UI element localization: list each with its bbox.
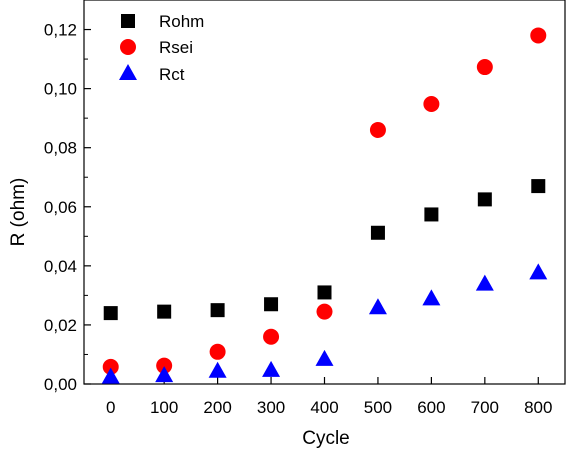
x-tick-label: 400 xyxy=(310,398,338,417)
y-tick-label: 0,02 xyxy=(44,316,77,335)
data-point-rsei xyxy=(156,357,173,374)
plot-frame xyxy=(83,0,566,385)
y-tick-label: 0,04 xyxy=(44,257,77,276)
y-axis-label: R (ohm) xyxy=(8,178,29,247)
data-point-rct xyxy=(155,366,174,383)
data-point-rct xyxy=(262,360,281,377)
data-point-rct xyxy=(101,367,120,384)
legend: Rohm Rsei Rct xyxy=(119,12,204,84)
y-axis-ticks: 0,00 0,02 0,04 0,06 0,08 0,10 0,12 xyxy=(44,21,91,394)
y-tick-label: 0,00 xyxy=(44,375,77,394)
data-point-rohm xyxy=(531,179,546,194)
y-tick-label: 0,12 xyxy=(44,21,77,40)
x-tick-label: 0 xyxy=(106,398,115,417)
data-point-rohm xyxy=(317,285,332,300)
data-point-rsei xyxy=(369,121,386,138)
y-tick-label: 0,10 xyxy=(44,80,77,99)
x-tick-label: 800 xyxy=(524,398,552,417)
legend-label-rohm: Rohm xyxy=(159,12,204,31)
data-point-rsei xyxy=(423,95,440,112)
data-point-rct xyxy=(315,349,334,366)
x-tick-label: 100 xyxy=(150,398,178,417)
data-point-rohm xyxy=(157,304,172,319)
data-point-rohm xyxy=(477,192,492,207)
data-point-rct xyxy=(422,289,441,306)
legend-label-rsei: Rsei xyxy=(159,38,193,57)
data-point-rsei xyxy=(316,303,333,320)
data-point-rsei xyxy=(530,27,547,44)
data-point-rohm xyxy=(103,306,118,321)
data-point-rct xyxy=(368,298,387,315)
x-axis-ticks: 0 100 200 300 400 500 600 700 800 xyxy=(106,377,552,417)
data-point-rsei xyxy=(209,343,226,360)
data-point-rohm xyxy=(264,297,279,312)
legend-label-rct: Rct xyxy=(159,65,185,84)
x-tick-label: 500 xyxy=(364,398,392,417)
x-tick-label: 700 xyxy=(471,398,499,417)
data-points xyxy=(101,27,548,384)
x-tick-label: 300 xyxy=(257,398,285,417)
data-point-rsei xyxy=(102,358,119,375)
data-point-rohm xyxy=(370,225,385,240)
x-axis-label: Cycle xyxy=(302,428,350,449)
data-point-rct xyxy=(208,361,227,378)
y-tick-label: 0,06 xyxy=(44,198,77,217)
data-point-rsei xyxy=(476,59,493,76)
legend-marker-rct xyxy=(119,64,137,80)
legend-marker-rsei xyxy=(120,39,136,55)
data-point-rct xyxy=(475,274,494,291)
legend-marker-rohm xyxy=(121,14,135,28)
data-point-rohm xyxy=(210,303,225,318)
data-point-rohm xyxy=(424,207,439,222)
data-point-rsei xyxy=(263,328,280,345)
x-tick-label: 200 xyxy=(203,398,231,417)
data-point-rct xyxy=(529,263,548,280)
y-tick-label: 0,08 xyxy=(44,139,77,158)
x-tick-label: 600 xyxy=(417,398,445,417)
